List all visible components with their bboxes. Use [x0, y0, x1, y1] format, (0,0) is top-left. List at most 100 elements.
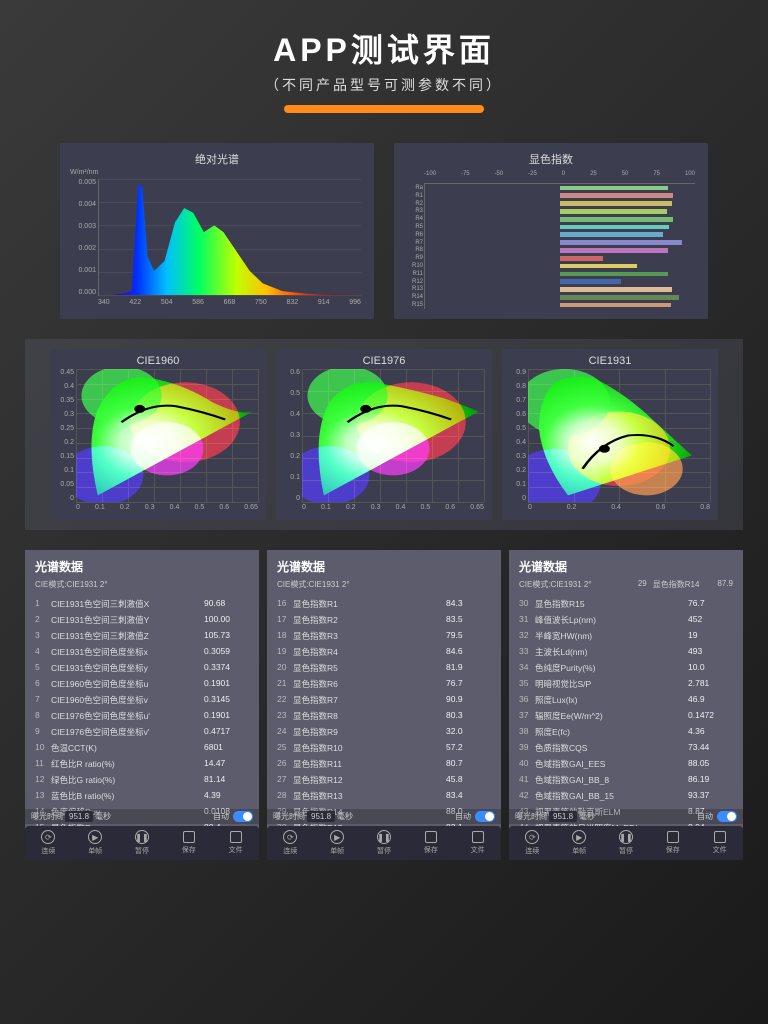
- header-underline: [284, 105, 484, 113]
- spectrum-curve: [99, 179, 361, 295]
- data-panel-subtitle: CIE模式:CIE1931 2°: [277, 579, 350, 590]
- loop-icon: ⟳: [41, 830, 55, 844]
- toolbar-file-button[interactable]: 文件: [229, 831, 243, 855]
- cri-bar: [560, 303, 671, 308]
- pause-icon: ❚❚: [135, 830, 149, 844]
- toolbar-save-button[interactable]: 保存: [182, 831, 196, 855]
- save-icon: [425, 831, 437, 843]
- cie-row: CIE19600.450.40.350.30.250.20.150.10.050…: [25, 339, 743, 530]
- table-row: 12绿色比G ratio(%)81.14: [35, 772, 249, 788]
- exposure-unit: 毫秒: [95, 811, 111, 822]
- pause-icon: ❚❚: [377, 830, 391, 844]
- table-row: 22显色指数R790.9: [277, 692, 491, 708]
- auto-label: 自动: [213, 811, 229, 822]
- file-icon: [714, 831, 726, 843]
- toolbar-pause-button[interactable]: ❚❚暂停: [377, 830, 391, 856]
- exposure-label: 曝光时间: [273, 811, 305, 822]
- cri-row: R1: [425, 192, 695, 200]
- cri-row: R9: [425, 254, 695, 262]
- table-row: 24显色指数R932.0: [277, 724, 491, 740]
- exposure-bar: 曝光时间951.8毫秒自动: [25, 809, 259, 824]
- play-icon: ▶: [572, 830, 586, 844]
- cri-label: R6: [405, 232, 423, 238]
- exposure-unit: 毫秒: [337, 811, 353, 822]
- play-icon: ▶: [330, 830, 344, 844]
- cri-row: R2: [425, 200, 695, 208]
- exposure-bar: 曝光时间951.8毫秒自动: [267, 809, 501, 824]
- cri-label: R9: [405, 255, 423, 261]
- cie-panel: CIE19600.450.40.350.30.250.20.150.10.050…: [50, 349, 266, 520]
- table-row: 37辐照度Ee(W/m^2)0.1472: [519, 708, 733, 724]
- data-panel-title: 光谱数据: [519, 558, 733, 575]
- table-row: 42色域指数GAI_BB_1593.37: [519, 788, 733, 804]
- toolbar-label: 暂停: [619, 846, 633, 856]
- toolbar-label: 暂停: [135, 846, 149, 856]
- data-row: 光谱数据CIE模式:CIE1931 2°1CIE1931色空间三刺激值X90.6…: [0, 540, 768, 860]
- exposure-unit: 毫秒: [579, 811, 595, 822]
- table-row: 9CIE1976色空间色度坐标v'0.4717: [35, 724, 249, 740]
- cri-bar: [560, 256, 603, 261]
- toolbar-label: 文件: [229, 845, 243, 855]
- table-row: 26显色指数R1180.7: [277, 756, 491, 772]
- auto-toggle[interactable]: [233, 811, 253, 822]
- table-row: 8CIE1976色空间色度坐标u'0.1901: [35, 708, 249, 724]
- table-row: 18显色指数R379.5: [277, 628, 491, 644]
- cie-panel: CIE19310.90.80.70.60.50.40.30.20.1000.20…: [502, 349, 718, 520]
- save-icon: [183, 831, 195, 843]
- cri-bar: [560, 287, 672, 292]
- table-row: 28显色指数R1383.4: [277, 788, 491, 804]
- toolbar-play-button[interactable]: ▶单帧: [572, 830, 586, 856]
- cri-row: R13: [425, 286, 695, 294]
- data-panel-subtitle: CIE模式:CIE1931 2°: [519, 579, 592, 590]
- cri-row: R8: [425, 247, 695, 255]
- toolbar-label: 保存: [666, 845, 680, 855]
- table-row: 21显色指数R676.7: [277, 676, 491, 692]
- cri-label: Ra: [405, 185, 423, 191]
- toolbar-loop-button[interactable]: ⟳连续: [525, 830, 539, 856]
- cri-row: R10: [425, 262, 695, 270]
- toolbar-label: 单帧: [88, 846, 102, 856]
- cri-label: R7: [405, 240, 423, 246]
- toolbar-save-button[interactable]: 保存: [424, 831, 438, 855]
- spectrum-chart: W/m²/nm 0.0050.0040.0030.0020.0010.000: [68, 171, 366, 311]
- table-row: 23显色指数R880.3: [277, 708, 491, 724]
- cri-label: R11: [405, 271, 423, 277]
- cri-title: 显色指数: [402, 151, 700, 167]
- table-row: 38照度E(fc)4.36: [519, 724, 733, 740]
- toolbar-label: 文件: [471, 845, 485, 855]
- table-row: 17显色指数R283.5: [277, 612, 491, 628]
- toolbar-loop-button[interactable]: ⟳连续: [283, 830, 297, 856]
- toolbar-pause-button[interactable]: ❚❚ 暂停: [619, 830, 633, 856]
- cri-label: R1: [405, 193, 423, 199]
- toolbar-save-button[interactable]: 保存: [666, 831, 680, 855]
- toolbar-label: 保存: [182, 845, 196, 855]
- table-row: 20显色指数R581.9: [277, 660, 491, 676]
- toolbar-play-button[interactable]: ▶ 单帧: [330, 830, 344, 856]
- page-subtitle: （不同产品型号可测参数不同）: [0, 75, 768, 95]
- cri-label: R15: [405, 302, 423, 308]
- cri-label: R3: [405, 208, 423, 214]
- cri-bar: [560, 272, 668, 277]
- toolbar-play-button[interactable]: ▶单帧: [88, 830, 102, 856]
- table-row: 6CIE1960色空间色度坐标u0.1901: [35, 676, 249, 692]
- toolbar: ⟳连续 ▶单帧 ❚❚ 暂停 保存 文件: [509, 826, 743, 860]
- pause-icon: ❚❚: [619, 830, 633, 844]
- toolbar-label: 单帧: [330, 846, 344, 856]
- table-row: 35明暗视觉比S/P2.781: [519, 676, 733, 692]
- table-row: 4CIE1931色空间色度坐标x0.3059: [35, 644, 249, 660]
- toolbar-label: 文件: [713, 845, 727, 855]
- table-row: 5CIE1931色空间色度坐标y0.3374: [35, 660, 249, 676]
- cri-row: R4: [425, 215, 695, 223]
- toolbar-label: 连续: [525, 846, 539, 856]
- toolbar-file-button[interactable]: 文件: [471, 831, 485, 855]
- toolbar-file-button[interactable]: 文件: [713, 831, 727, 855]
- auto-toggle[interactable]: [475, 811, 495, 822]
- cie-title: CIE1931: [508, 355, 712, 367]
- auto-toggle[interactable]: [717, 811, 737, 822]
- page-title: APP测试界面: [0, 25, 768, 71]
- data-panel: 光谱数据CIE模式:CIE1931 2°1CIE1931色空间三刺激值X90.6…: [25, 550, 259, 860]
- table-row: 10色温CCT(K)6801: [35, 740, 249, 756]
- toolbar-loop-button[interactable]: ⟳连续: [41, 830, 55, 856]
- toolbar-pause-button[interactable]: ❚❚ 暂停: [135, 830, 149, 856]
- toolbar: ⟳连续 ▶单帧 ❚❚ 暂停 保存 文件: [25, 826, 259, 860]
